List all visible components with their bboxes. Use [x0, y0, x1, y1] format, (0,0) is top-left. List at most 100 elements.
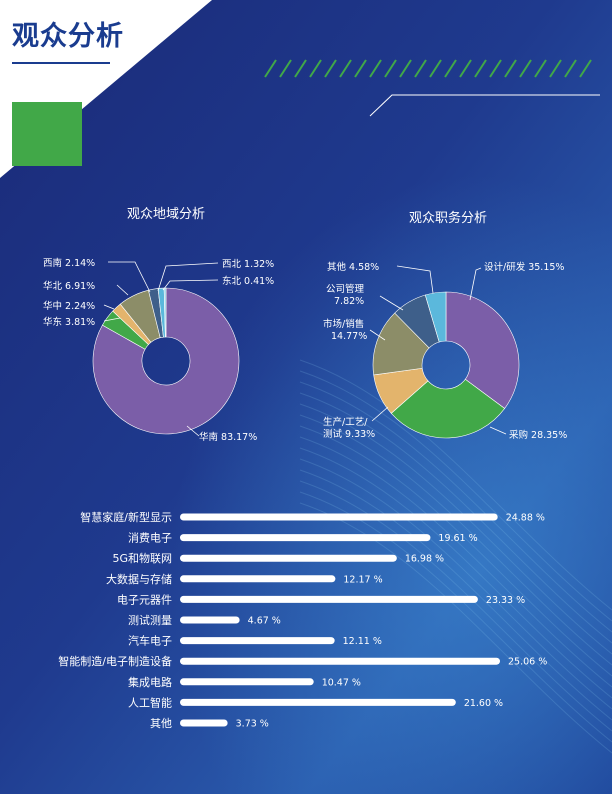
stripe	[459, 59, 472, 78]
bar	[180, 616, 240, 624]
slice-label: 其他 4.58%	[327, 261, 379, 273]
stripe	[444, 59, 457, 78]
slice-label: 华南 83.17%	[199, 431, 257, 443]
slice-label: 西北 1.32%	[222, 259, 274, 270]
bar	[180, 637, 335, 645]
curve-line	[299, 436, 612, 688]
stripe	[279, 59, 292, 78]
leader-line	[489, 426, 507, 435]
page-title: 观众分析	[12, 21, 124, 52]
leader-line	[116, 284, 129, 296]
green-accent-block	[12, 102, 82, 166]
bar-value-label: 25.06 %	[508, 657, 547, 668]
leader-line	[103, 317, 121, 322]
slice-label: 华中 2.24%	[43, 300, 95, 312]
slice-label: 华北 6.91%	[43, 280, 95, 292]
bar-category-label: 电子元器件	[117, 593, 172, 606]
stripe	[474, 59, 487, 78]
slice-label: 西南 2.14%	[43, 257, 95, 269]
leader-line	[186, 425, 200, 437]
bar-category-label: 消费电子	[128, 531, 172, 545]
curve-line	[299, 480, 612, 732]
curve-line	[299, 392, 612, 644]
curve-line	[299, 447, 612, 699]
curve-line	[299, 425, 612, 677]
stripe	[429, 59, 442, 78]
pie-slice	[92, 287, 240, 435]
stripe	[294, 59, 307, 78]
leader-line	[396, 265, 434, 294]
bar	[180, 575, 336, 583]
bar	[180, 719, 228, 727]
leader-line	[162, 279, 219, 291]
bar-category-label: 测试测量	[128, 614, 172, 627]
decorative-stripes	[264, 59, 592, 78]
stripe	[369, 59, 382, 78]
leader-line	[379, 295, 404, 311]
bar-category-label: 人工智能	[128, 695, 172, 709]
role-pie-chart: 设计/研发 35.15% 采购 28.35% 生产/工艺/测试 9.33% 市场/销售…	[323, 261, 567, 441]
slice-label: 公司管理	[326, 283, 365, 295]
bar-value-label: 10.47 %	[322, 677, 361, 688]
curve-line	[299, 458, 612, 710]
slice-label: 测试 9.33%	[323, 428, 375, 440]
stripe	[519, 59, 532, 78]
role-chart-title: 观众职务分析	[409, 210, 487, 226]
slice-label: 7.82%	[334, 296, 364, 307]
decorative-line	[369, 94, 600, 117]
curve-line	[299, 370, 612, 622]
region-chart-title: 观众地域分析	[127, 207, 205, 222]
bar-value-label: 4.67 %	[248, 616, 281, 627]
curve-line	[299, 502, 612, 754]
stripe	[414, 59, 427, 78]
leader-line	[469, 267, 482, 301]
bar-value-label: 12.11 %	[343, 636, 382, 647]
bar-value-label: 21.60 %	[464, 698, 503, 709]
stripe	[399, 59, 412, 78]
bar-value-label: 3.73 %	[236, 719, 269, 730]
pie-slice	[390, 378, 506, 439]
bar-category-label: 智慧家庭/新型显示	[80, 510, 172, 524]
curve-line	[299, 414, 612, 666]
stripe	[549, 59, 562, 78]
stripe	[384, 59, 397, 78]
industry-bar-chart: 智慧家庭/新型显示 24.88 % 消费电子 19.61 % 5G和物联网 16.98 %…	[58, 510, 547, 730]
bar-value-label: 16.98 %	[405, 554, 444, 565]
decorative-curves	[299, 359, 612, 754]
bar-value-label: 23.33 %	[486, 595, 525, 606]
stripe	[489, 59, 502, 78]
title-underline	[12, 62, 110, 64]
slice-label: 采购 28.35%	[509, 429, 567, 441]
bar-category-label: 5G和物联网	[112, 551, 172, 565]
pie-slice	[445, 291, 520, 409]
curve-line	[299, 359, 612, 611]
curve-line	[299, 381, 612, 633]
leader-line	[371, 406, 389, 422]
curve-line	[299, 403, 612, 655]
bar	[180, 657, 500, 665]
bar-category-label: 大数据与存储	[106, 572, 172, 586]
region-pie-chart: 华南 83.17% 华东 3.81% 华中 2.24% 华北 6.91% 西南 2.14…	[43, 257, 274, 443]
stripe	[534, 59, 547, 78]
bar	[180, 513, 498, 521]
stripe	[564, 59, 577, 78]
stripe	[339, 59, 352, 78]
stripe	[504, 59, 517, 78]
bar-category-label: 智能制造/电子制造设备	[58, 654, 172, 668]
bar	[180, 698, 456, 706]
slice-label: 生产/工艺/	[323, 416, 368, 428]
leader-line	[108, 261, 151, 293]
slice-label: 14.77%	[331, 331, 367, 342]
bar	[180, 534, 431, 542]
bar-value-label: 24.88 %	[506, 513, 545, 524]
bar	[180, 554, 397, 562]
bar-value-label: 19.61 %	[438, 533, 477, 544]
leader-line	[369, 329, 386, 341]
slice-label: 东北 0.41%	[222, 275, 274, 287]
bar-category-label: 其他	[150, 717, 172, 730]
stripe	[309, 59, 322, 78]
stripe	[264, 59, 277, 78]
stripe	[354, 59, 367, 78]
